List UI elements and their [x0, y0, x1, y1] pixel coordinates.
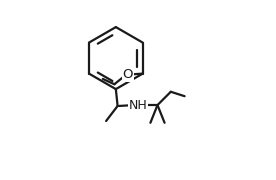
Text: NH: NH [129, 99, 147, 112]
Text: O: O [122, 68, 133, 81]
